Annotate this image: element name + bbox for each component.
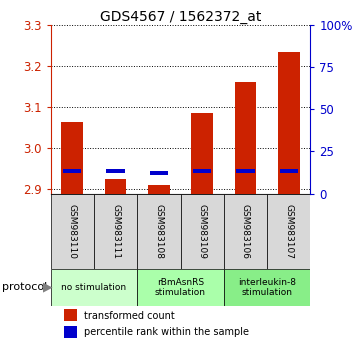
Text: GSM983108: GSM983108 [155,204,163,258]
Bar [137,194,180,269]
Bar [94,194,137,269]
Bar [64,326,77,338]
Bar [150,171,168,175]
Bar [193,169,212,173]
Bar [51,194,94,269]
Text: interleukin-8
stimulation: interleukin-8 stimulation [238,278,296,297]
Bar [236,169,255,173]
Bar [63,169,82,173]
Text: no stimulation: no stimulation [61,283,126,292]
Text: GSM983110: GSM983110 [68,204,77,258]
Bar [106,169,125,173]
Bar [191,113,213,194]
Text: protocol: protocol [2,282,47,292]
Text: percentile rank within the sample: percentile rank within the sample [84,327,249,337]
Bar [235,82,256,194]
Bar [148,185,170,194]
Text: GSM983107: GSM983107 [284,204,293,258]
Bar [64,309,77,321]
Bar [61,121,83,194]
Text: GSM983109: GSM983109 [198,204,206,258]
Bar [278,52,300,194]
Text: GSM983111: GSM983111 [111,204,120,258]
Bar [105,179,126,194]
Bar [279,169,298,173]
Bar [180,194,224,269]
Bar [224,269,310,306]
Text: rBmAsnRS
stimulation: rBmAsnRS stimulation [155,278,206,297]
Title: GDS4567 / 1562372_at: GDS4567 / 1562372_at [100,10,261,24]
Text: transformed count: transformed count [84,310,175,320]
Text: GSM983106: GSM983106 [241,204,250,258]
Bar [267,194,310,269]
Text: ▶: ▶ [43,281,52,294]
Bar [224,194,267,269]
Bar [137,269,224,306]
Bar [51,269,137,306]
